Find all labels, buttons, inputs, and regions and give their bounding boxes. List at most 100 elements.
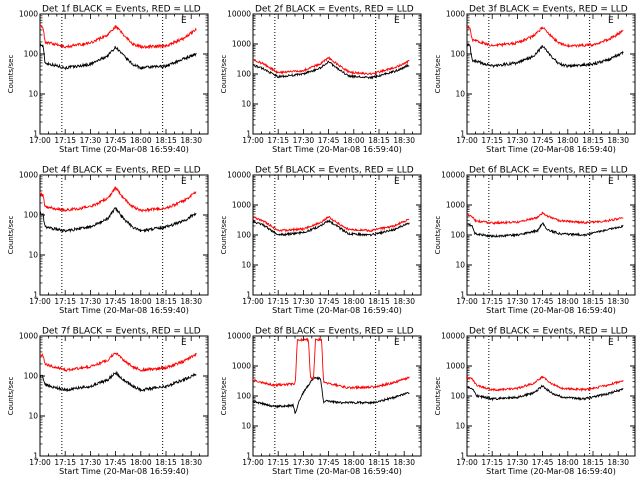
lld-series-line [40, 352, 197, 373]
y-tick-label: 1 [246, 452, 251, 461]
y-tick-label: 1000 [19, 332, 38, 341]
y-tick-label: 10 [455, 90, 465, 99]
x-tick-label: 17:15 [54, 458, 76, 467]
y-tick-label: 1 [460, 452, 465, 461]
x-tick-label: 18:30 [393, 136, 415, 145]
corner-mark: E [608, 177, 614, 187]
plot-frame [466, 335, 636, 457]
x-tick-label: 17:45 [105, 136, 127, 145]
x-tick-label: 17:15 [54, 136, 76, 145]
y-axis-label: Counts/sec [220, 55, 228, 94]
y-tick-label: 10000 [441, 171, 465, 180]
x-tick-label: 18:15 [155, 297, 177, 306]
x-tick-label: 17:00 [242, 136, 264, 145]
events-series-line [40, 42, 197, 71]
y-axis-label: Counts/sec [434, 377, 442, 416]
x-tick-label: 18:15 [368, 297, 390, 306]
x-tick-label: 17:15 [481, 297, 503, 306]
x-tick-label: 18:15 [155, 136, 177, 145]
x-tick-label: 17:00 [456, 458, 478, 467]
y-tick-label: 100 [451, 392, 466, 401]
lld-series-line [40, 186, 197, 213]
x-tick-label: 17:30 [293, 297, 315, 306]
x-tick-label: 18:30 [180, 297, 202, 306]
y-tick-label: 1 [246, 291, 251, 300]
x-tick-label: 18:30 [180, 458, 202, 467]
lld-series-line [253, 56, 410, 76]
y-tick-label: 10000 [227, 332, 251, 341]
lld-series-line [253, 215, 410, 233]
panel-title: Det 6f BLACK = Events, RED = LLD [469, 166, 628, 176]
corner-mark: E [608, 338, 614, 348]
x-tick-label: 18:15 [582, 297, 604, 306]
x-tick-label: 17:45 [105, 297, 127, 306]
x-tick-label: 18:00 [557, 136, 579, 145]
panel-title: Det 8f BLACK = Events, RED = LLD [255, 327, 414, 337]
x-axis-label: Start Time (20-Mar-08 16:59:40) [272, 306, 402, 315]
y-tick-label: 1 [33, 130, 38, 139]
y-tick-label: 100 [451, 231, 466, 240]
y-tick-label: 1000 [232, 201, 251, 210]
x-tick-label: 18:00 [130, 136, 152, 145]
panel-title: Det 5f BLACK = Events, RED = LLD [255, 166, 414, 176]
events-series-line [253, 375, 410, 415]
y-tick-label: 1 [33, 452, 38, 461]
x-tick-label: 18:00 [130, 458, 152, 467]
x-tick-label: 17:15 [481, 136, 503, 145]
corner-mark: E [394, 16, 400, 26]
x-axis-label: Start Time (20-Mar-08 16:59:40) [272, 145, 402, 154]
y-axis-label: Counts/sec [7, 55, 15, 94]
y-tick-label: 1000 [19, 10, 38, 19]
y-tick-label: 10 [28, 251, 38, 260]
x-tick-label: 18:00 [557, 458, 579, 467]
panel-1: Det 1f BLACK = Events, RED = LLD 1 10 100 10… [7, 5, 209, 154]
corner-mark: E [181, 177, 187, 187]
panel-title: Det 1f BLACK = Events, RED = LLD [42, 5, 201, 15]
plot-frame [39, 174, 209, 296]
corner-mark: E [394, 338, 400, 348]
y-axis-label: Counts/sec [434, 55, 442, 94]
panel-title: Det 7f BLACK = Events, RED = LLD [42, 327, 201, 337]
x-tick-label: 18:15 [368, 136, 390, 145]
x-tick-label: 17:15 [267, 297, 289, 306]
x-tick-label: 17:45 [318, 458, 340, 467]
events-series-line [467, 384, 624, 402]
x-tick-label: 17:45 [318, 297, 340, 306]
x-tick-label: 18:15 [368, 458, 390, 467]
panel-4: Det 4f BLACK = Events, RED = LLD 1 10 100 10… [7, 166, 209, 315]
x-tick-label: 17:45 [105, 458, 127, 467]
x-tick-label: 17:30 [80, 136, 102, 145]
x-tick-label: 18:00 [130, 297, 152, 306]
panel-2: Det 2f BLACK = Events, RED = LLD 1 10 100 10… [220, 5, 422, 154]
x-tick-label: 17:00 [242, 297, 264, 306]
events-series-line [467, 42, 624, 69]
panel-title: Det 9f BLACK = Events, RED = LLD [469, 327, 628, 337]
y-tick-label: 1000 [232, 362, 251, 371]
panel-title: Det 4f BLACK = Events, RED = LLD [42, 166, 201, 176]
x-tick-label: 18:30 [607, 458, 629, 467]
y-tick-label: 100 [24, 372, 39, 381]
y-tick-label: 100 [24, 211, 39, 220]
y-tick-label: 10 [455, 422, 465, 431]
x-tick-label: 17:00 [456, 136, 478, 145]
x-tick-label: 18:30 [180, 136, 202, 145]
y-axis-label: Counts/sec [7, 216, 15, 255]
lld-series-line [467, 375, 624, 393]
y-axis-label: Counts/sec [7, 377, 15, 416]
y-tick-label: 1 [33, 291, 38, 300]
x-tick-label: 17:45 [318, 136, 340, 145]
y-tick-label: 1000 [446, 10, 465, 19]
x-tick-label: 18:00 [343, 297, 365, 306]
y-tick-label: 1000 [446, 362, 465, 371]
y-tick-label: 1000 [446, 201, 465, 210]
x-tick-label: 18:30 [393, 458, 415, 467]
x-tick-label: 17:00 [29, 136, 51, 145]
y-tick-label: 1 [246, 130, 251, 139]
x-tick-label: 17:30 [507, 458, 529, 467]
y-tick-label: 10 [241, 422, 251, 431]
x-axis-label: Start Time (20-Mar-08 16:59:40) [59, 467, 189, 476]
y-axis-label: Counts/sec [220, 216, 228, 255]
lld-series-line [253, 337, 410, 391]
x-axis-label: Start Time (20-Mar-08 16:59:40) [486, 306, 616, 315]
y-tick-label: 10 [241, 100, 251, 109]
